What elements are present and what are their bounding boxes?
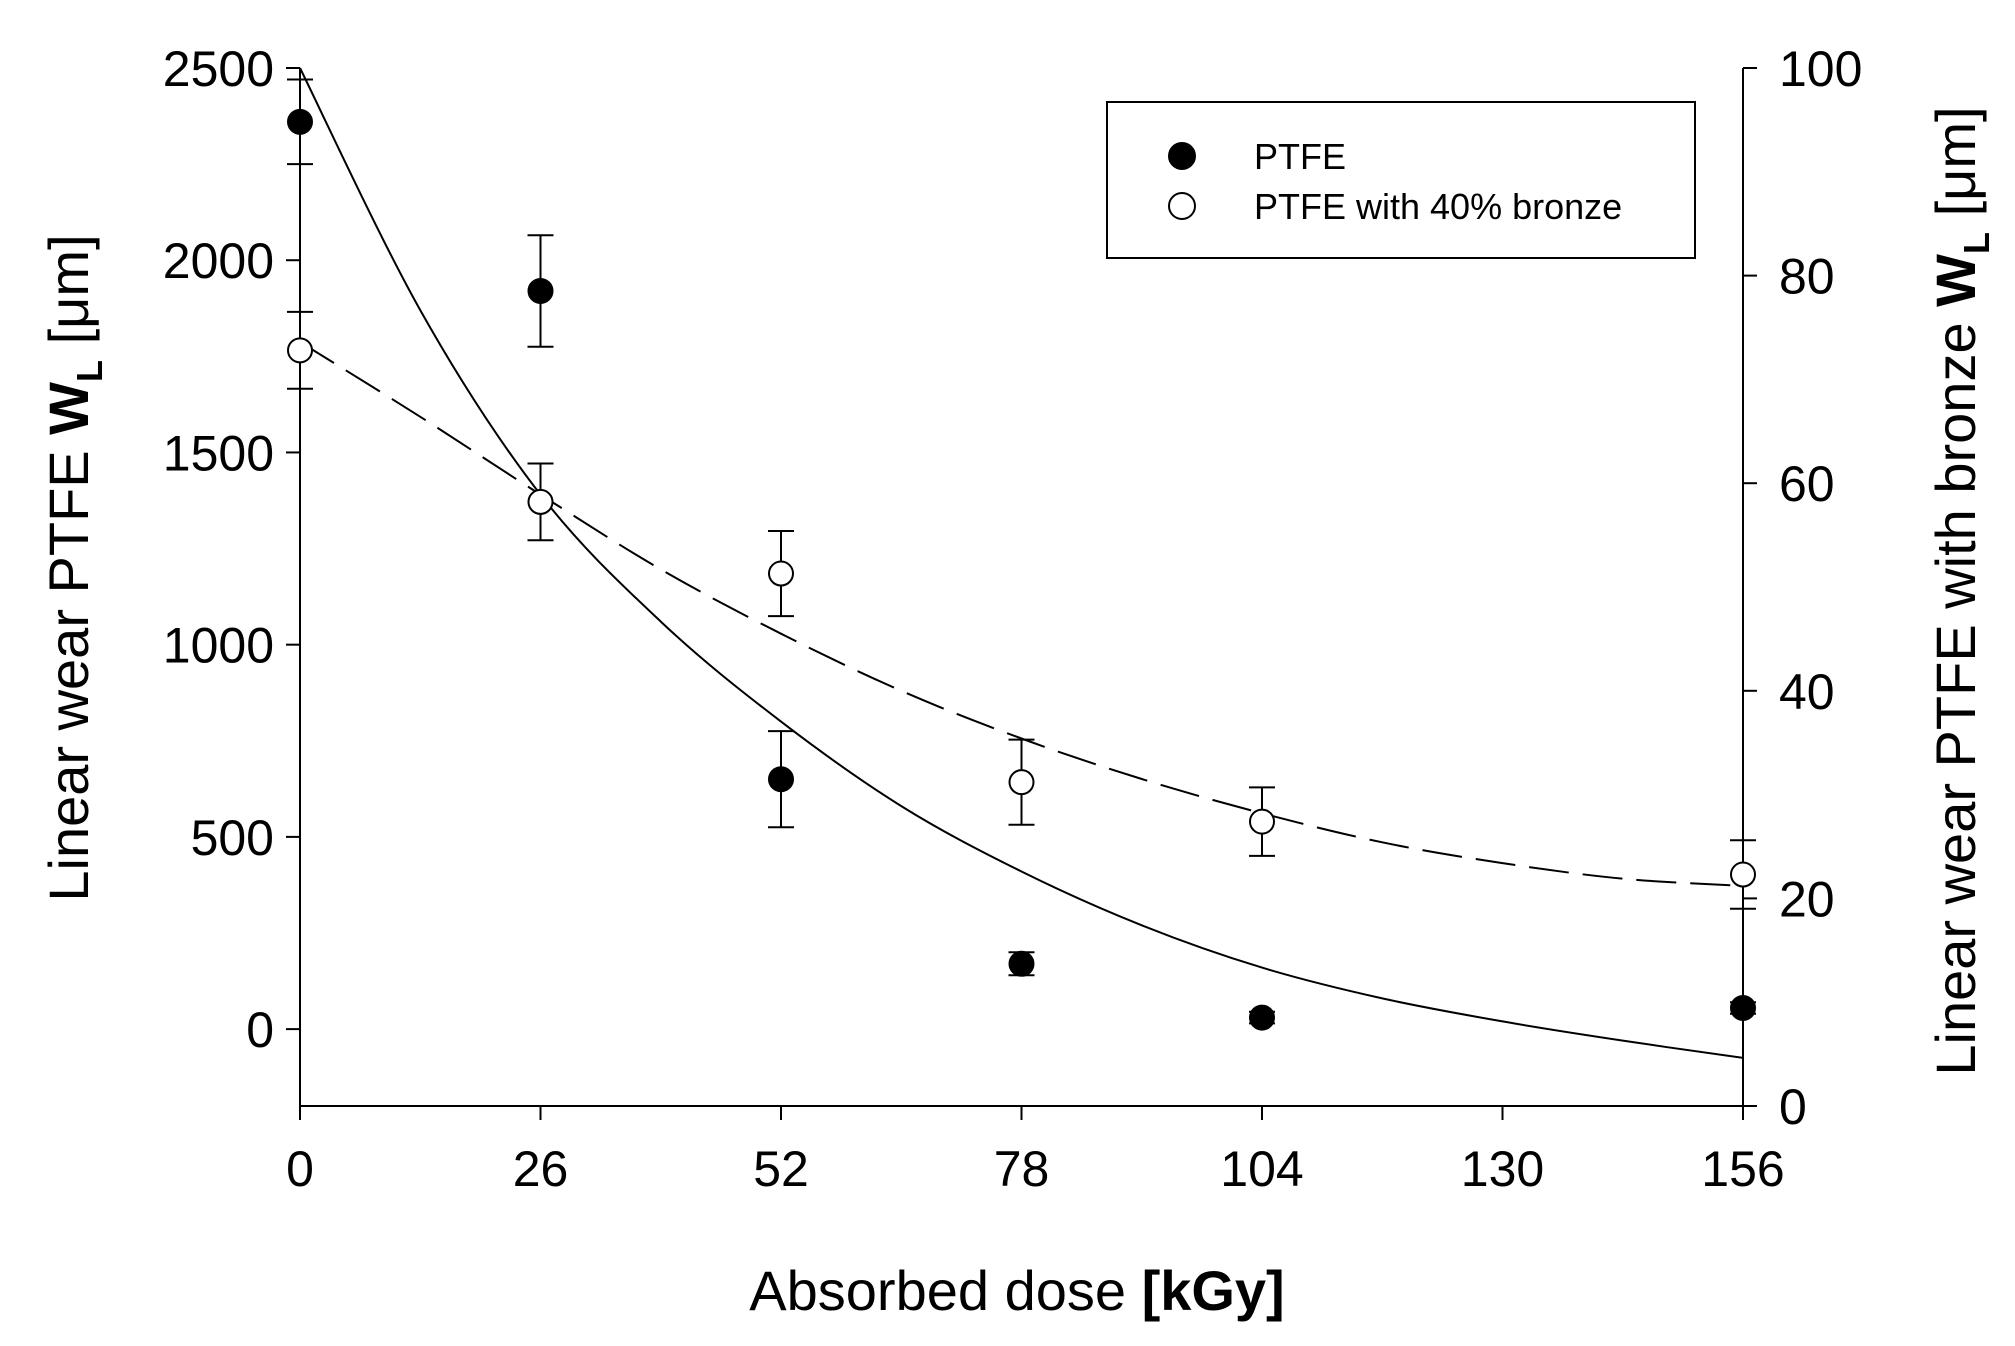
x-tick-label: 0: [286, 1141, 314, 1197]
legend: PTFE PTFE with 40% bronze: [1106, 101, 1696, 259]
legend-label-ptfe-bronze: PTFE with 40% bronze: [1254, 186, 1622, 227]
x-tick-label: 78: [994, 1141, 1050, 1197]
y-right-tick-label: 80: [1779, 249, 1835, 305]
fit-curve-ptfe: [299, 67, 1744, 1059]
x-axis-label-unit: [kGy]: [1142, 1259, 1285, 1322]
data-point-ptfe-bronze: [527, 488, 554, 515]
x-tick-label: 52: [753, 1141, 809, 1197]
x-tick-label: 156: [1701, 1141, 1784, 1197]
data-point-ptfe: [768, 766, 794, 793]
data-point-ptfe-bronze: [1730, 861, 1756, 888]
y-right-axis-label-sub: L: [1956, 232, 1997, 254]
y-left-axis-label-unit: [μm]: [37, 234, 100, 344]
x-axis-ticks: 0 26 52 78 104 130 156: [286, 1106, 1785, 1197]
y-right-axis-label-symbol: W: [1924, 254, 1987, 307]
y-left-axis-label-sub: L: [69, 360, 110, 382]
y-right-axis-label-unit: [μm]: [1924, 106, 1987, 216]
y-right-tick-label: 60: [1779, 456, 1835, 512]
data-point-ptfe-bronze: [768, 560, 794, 587]
y-left-tick-label: 1000: [163, 618, 274, 674]
data-point-ptfe: [1008, 950, 1035, 977]
x-tick-label: 26: [513, 1141, 569, 1197]
x-tick-label: 130: [1461, 1141, 1544, 1197]
data-point-ptfe: [1730, 994, 1756, 1021]
y-right-axis-ticks: 0 20 40 60 80 100: [1743, 41, 1862, 1135]
y-left-axis-label: Linear wear PTFE WL [μm]: [37, 234, 110, 901]
data-point-ptfe-bronze: [1249, 808, 1275, 835]
y-left-axis-label-symbol: W: [37, 382, 100, 435]
y-left-tick-label: 0: [246, 1002, 274, 1058]
y-left-tick-label: 500: [191, 810, 274, 866]
data-point-ptfe-bronze: [1008, 769, 1035, 796]
data-point-ptfe: [1249, 1004, 1275, 1031]
data-points: [287, 108, 1756, 1031]
y-left-tick-label: 2500: [163, 41, 274, 97]
x-axis-label-text: Absorbed dose: [749, 1259, 1126, 1322]
legend-box: [1106, 101, 1696, 259]
legend-marker-ptfe-bronze: [1168, 192, 1196, 220]
y-left-axis-label-text: Linear wear PTFE: [37, 450, 100, 901]
data-point-ptfe: [287, 108, 313, 135]
y-right-tick-label: 40: [1779, 664, 1835, 720]
x-tick-label: 104: [1220, 1141, 1303, 1197]
y-left-axis-ticks: 0 500 1000 1500 2000 2500: [163, 41, 300, 1058]
y-left-tick-label: 2000: [163, 233, 274, 289]
data-point-ptfe: [527, 277, 554, 304]
y-right-tick-label: 0: [1779, 1079, 1807, 1135]
x-axis-label: Absorbed dose [kGy]: [749, 1259, 1284, 1322]
legend-label-ptfe: PTFE: [1254, 136, 1346, 177]
y-right-tick-label: 100: [1779, 41, 1862, 97]
y-right-axis-label-text: Linear wear PTFE with bronze: [1924, 322, 1987, 1075]
legend-marker-ptfe: [1168, 142, 1196, 170]
data-point-ptfe-bronze: [287, 337, 313, 364]
y-left-tick-label: 1500: [163, 425, 274, 481]
y-right-axis-label: Linear wear PTFE with bronze WL [μm]: [1924, 106, 1997, 1075]
y-right-tick-label: 20: [1779, 871, 1835, 927]
